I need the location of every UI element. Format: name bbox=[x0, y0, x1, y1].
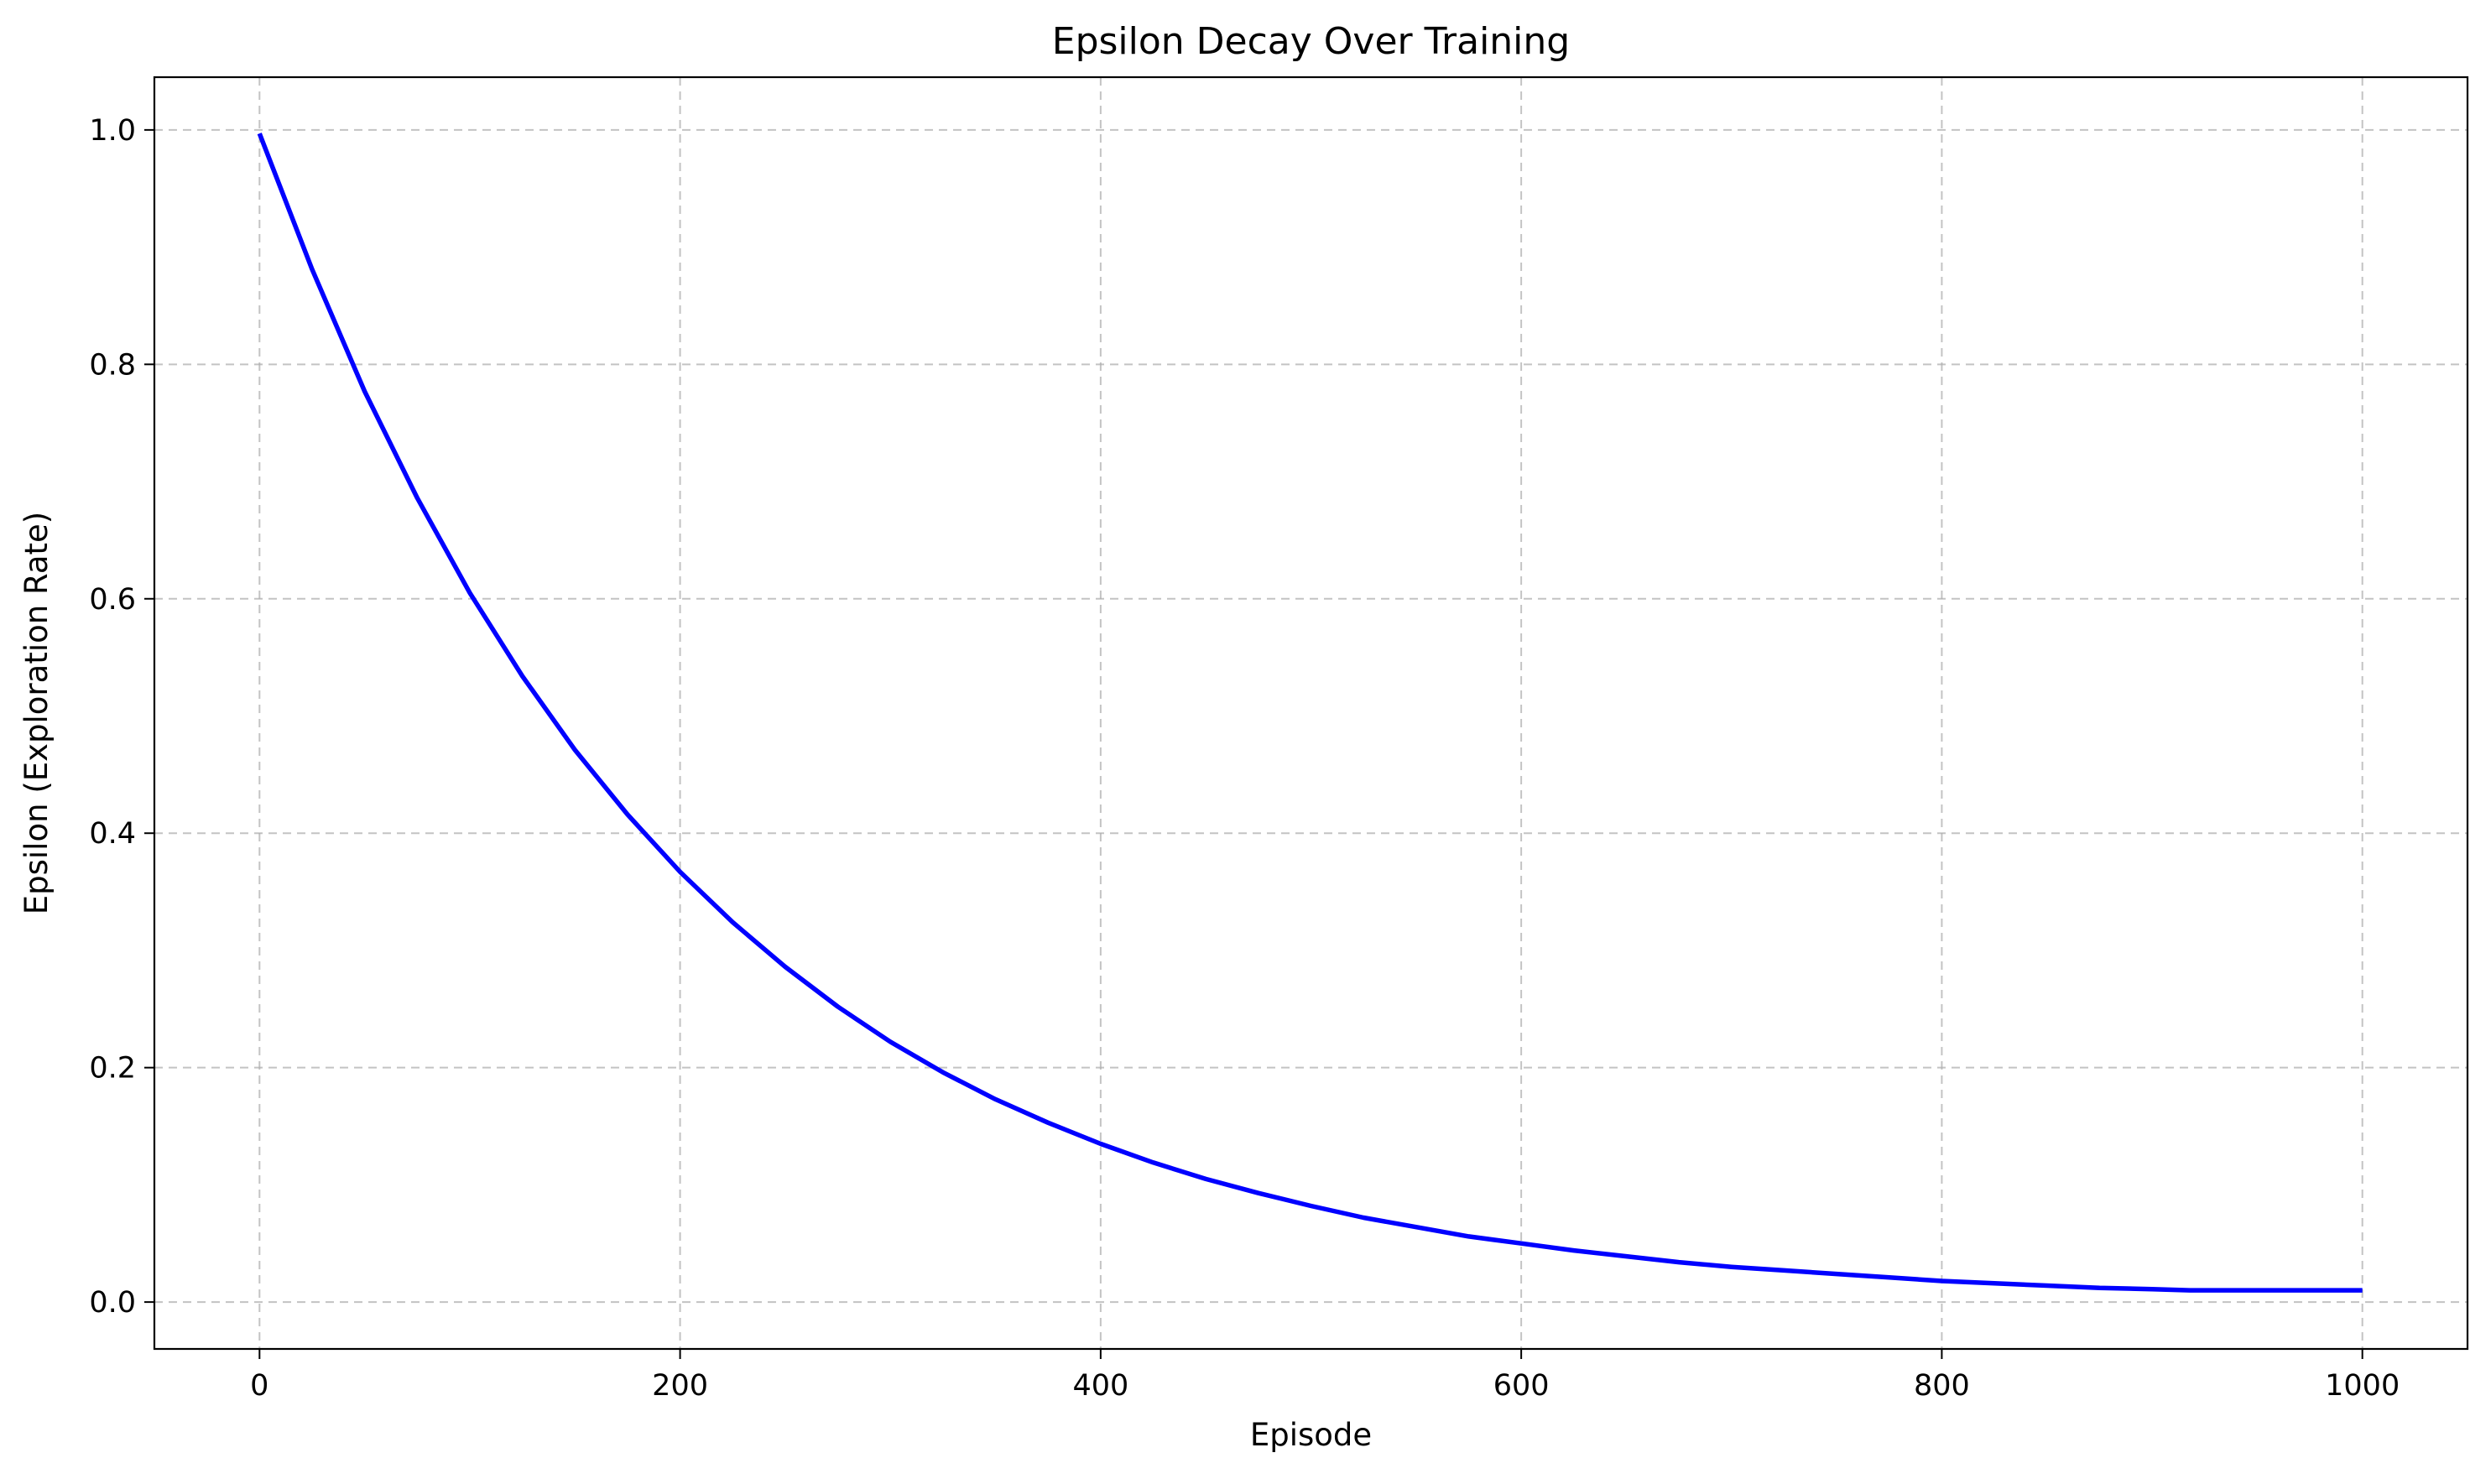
series-line bbox=[257, 133, 2363, 1293]
grid bbox=[154, 77, 2468, 1349]
y-tick-label: 0.8 bbox=[89, 348, 136, 382]
x-axis: 0 200 400 600 800 1000 bbox=[250, 1349, 2400, 1403]
y-tick-label: 0.2 bbox=[89, 1052, 136, 1086]
x-tick-label: 800 bbox=[1914, 1369, 1970, 1403]
y-axis-label: Epsilon (Exploration Rate) bbox=[18, 512, 55, 914]
y-tick-label: 0.6 bbox=[89, 583, 136, 617]
chart-title: Epsilon Decay Over Training bbox=[1052, 20, 1570, 63]
series-layer bbox=[257, 133, 2363, 1293]
y-tick-label: 1.0 bbox=[89, 114, 136, 148]
y-axis: 0.0 0.2 0.4 0.6 0.8 1.0 bbox=[89, 114, 154, 1320]
x-tick-label: 1000 bbox=[2325, 1369, 2400, 1403]
y-tick-label: 0.0 bbox=[89, 1286, 136, 1320]
x-tick-label: 200 bbox=[652, 1369, 708, 1403]
x-tick-label: 600 bbox=[1493, 1369, 1550, 1403]
plot-frame bbox=[153, 76, 2469, 1351]
x-tick-label: 400 bbox=[1072, 1369, 1128, 1403]
x-axis-label: Episode bbox=[1250, 1417, 1372, 1453]
y-tick-label: 0.4 bbox=[89, 817, 136, 851]
x-tick-label: 0 bbox=[250, 1369, 268, 1403]
